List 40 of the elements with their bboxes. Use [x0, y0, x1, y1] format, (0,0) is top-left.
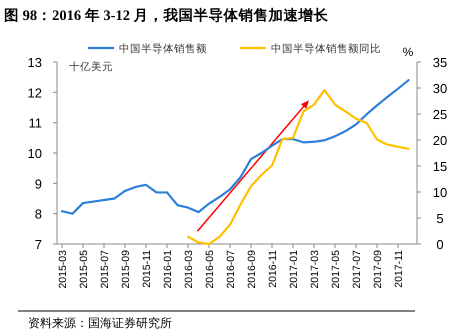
x-tick-label: 2016-09: [246, 250, 258, 289]
x-tick-label: 2017-05: [330, 250, 342, 289]
x-tick-label: 2017-01: [288, 250, 300, 289]
x-tick-label: 2016-05: [204, 250, 216, 289]
x-tick-label: 2017-11: [393, 250, 405, 288]
x-tick-label: 2015-11: [141, 250, 153, 288]
x-tick-label: 2017-07: [351, 250, 363, 289]
x-tick-label: 2017-03: [309, 250, 321, 289]
x-tick-label: 2015-03: [57, 250, 69, 289]
legend-label: 中国半导体销售额同比: [271, 42, 381, 55]
x-tick-label: 2017-09: [372, 250, 384, 289]
y2-tick-label: 0: [436, 237, 444, 252]
y-tick-label: 10: [28, 146, 42, 161]
y-tick-label: 12: [28, 85, 42, 100]
line-series: [186, 88, 410, 246]
x-tick-label: 2016-11: [267, 250, 279, 288]
x-tick-label: 2016-03: [183, 250, 195, 289]
y2-tick-label: 20: [432, 133, 448, 148]
chart-title: 图 98：2016 年 3-12 月，我国半导体销售加速增长: [4, 7, 330, 24]
y2-tick-label: 5: [436, 211, 444, 226]
y2-tick-label: 30: [432, 81, 448, 96]
text: 资料来源：国海证券研究所: [28, 316, 172, 330]
y-tick-label: 7: [34, 237, 42, 252]
legend-label: 中国半导体销售额: [119, 42, 207, 55]
y-tick-label: 9: [34, 176, 42, 192]
y2-axis-title: %: [402, 45, 414, 59]
y2-tick-label: 10: [432, 185, 448, 200]
x-tick-label: 2015-07: [99, 250, 111, 289]
x-tick-label: 2016-01: [162, 250, 174, 289]
y-axis-title: 十亿美元: [69, 60, 113, 73]
y-tick-label: 11: [28, 116, 42, 131]
y-tick-label: 8: [34, 206, 42, 222]
y-tick-label: 13: [28, 55, 42, 70]
line-series: [60, 79, 410, 215]
x-tick-label: 2016-07: [225, 250, 237, 289]
y2-tick-label: 15: [432, 159, 448, 174]
x-tick-label: 2015-09: [120, 250, 132, 289]
y2-tick-label: 25: [432, 107, 448, 122]
y2-tick-label: 35: [432, 55, 448, 70]
x-tick-label: 2015-05: [78, 250, 90, 289]
